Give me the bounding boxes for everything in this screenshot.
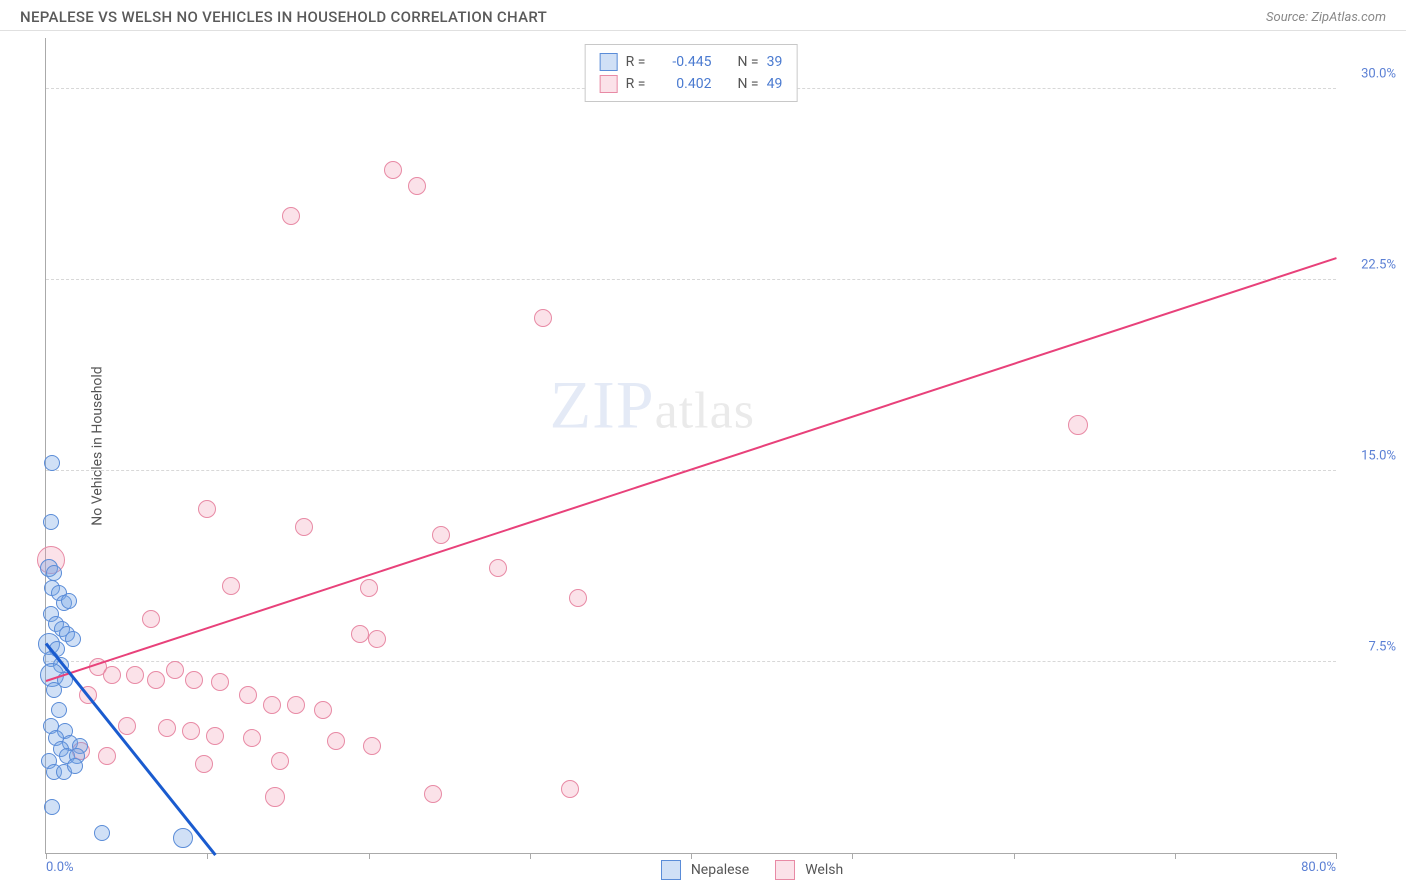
y-tick-label: 22.5% bbox=[1361, 257, 1396, 272]
legend-series-label: Welsh bbox=[805, 862, 843, 878]
data-point-welsh bbox=[1068, 415, 1088, 435]
data-point-welsh bbox=[282, 207, 300, 225]
x-tick bbox=[46, 853, 47, 859]
data-point-nepalese bbox=[94, 825, 110, 841]
data-point-welsh bbox=[534, 309, 552, 327]
data-point-welsh bbox=[182, 722, 200, 740]
data-point-welsh bbox=[561, 780, 579, 798]
data-point-welsh bbox=[384, 161, 402, 179]
data-point-nepalese bbox=[44, 799, 60, 815]
data-point-welsh bbox=[368, 630, 386, 648]
data-point-welsh bbox=[327, 732, 345, 750]
n-value: 49 bbox=[767, 73, 783, 95]
n-value: 39 bbox=[767, 51, 783, 73]
x-tick bbox=[207, 853, 208, 859]
data-point-welsh bbox=[198, 500, 216, 518]
data-point-nepalese bbox=[44, 455, 60, 471]
data-point-welsh bbox=[206, 727, 224, 745]
data-point-nepalese bbox=[43, 514, 59, 530]
data-point-welsh bbox=[118, 717, 136, 735]
x-tick bbox=[1336, 853, 1337, 859]
correlation-legend-row: R = 0.402 N = 49 bbox=[600, 73, 783, 95]
legend-swatch-icon bbox=[600, 75, 618, 93]
chart-title: NEPALESE VS WELSH NO VEHICLES IN HOUSEHO… bbox=[20, 8, 547, 26]
n-label: N = bbox=[737, 73, 758, 95]
data-point-welsh bbox=[142, 610, 160, 628]
legend-swatch-icon bbox=[661, 860, 681, 880]
data-point-welsh bbox=[271, 752, 289, 770]
data-point-welsh bbox=[158, 719, 176, 737]
data-point-welsh bbox=[222, 577, 240, 595]
y-tick-label: 15.0% bbox=[1361, 448, 1396, 463]
data-point-nepalese bbox=[46, 682, 62, 698]
x-tick bbox=[530, 853, 531, 859]
data-point-welsh bbox=[126, 666, 144, 684]
legend-swatch-icon bbox=[775, 860, 795, 880]
data-point-welsh bbox=[195, 755, 213, 773]
x-tick bbox=[369, 853, 370, 859]
data-point-welsh bbox=[239, 686, 257, 704]
series-legend: Nepalese Welsh bbox=[661, 860, 859, 880]
data-point-welsh bbox=[424, 785, 442, 803]
data-point-welsh bbox=[147, 671, 165, 689]
y-tick-label: 30.0% bbox=[1361, 66, 1396, 81]
data-point-welsh bbox=[569, 589, 587, 607]
data-point-nepalese bbox=[65, 631, 81, 647]
data-point-welsh bbox=[243, 729, 261, 747]
data-point-welsh bbox=[98, 747, 116, 765]
n-label: N = bbox=[737, 51, 758, 73]
r-label: R = bbox=[626, 51, 646, 73]
data-point-welsh bbox=[408, 177, 426, 195]
data-point-welsh bbox=[360, 579, 378, 597]
chart-source: Source: ZipAtlas.com bbox=[1266, 10, 1386, 25]
data-point-welsh bbox=[363, 737, 381, 755]
y-tick-label: 7.5% bbox=[1368, 639, 1396, 654]
data-point-welsh bbox=[263, 696, 281, 714]
data-point-welsh bbox=[295, 518, 313, 536]
data-point-welsh bbox=[166, 661, 184, 679]
r-label: R = bbox=[626, 73, 646, 95]
data-point-welsh bbox=[211, 673, 229, 691]
r-value: -0.445 bbox=[653, 51, 711, 73]
legend-series-label: Nepalese bbox=[691, 862, 749, 878]
plot-surface: 7.5%15.0%22.5%30.0%0.0%80.0% bbox=[46, 38, 1336, 853]
x-tick bbox=[691, 853, 692, 859]
x-tick bbox=[852, 853, 853, 859]
chart-plot-area: 7.5%15.0%22.5%30.0%0.0%80.0% ZIPatlas R … bbox=[45, 38, 1336, 854]
data-point-nepalese bbox=[51, 702, 67, 718]
data-point-welsh bbox=[103, 666, 121, 684]
x-label-left: 0.0% bbox=[46, 860, 74, 875]
data-point-nepalese bbox=[46, 565, 62, 581]
data-point-welsh bbox=[432, 526, 450, 544]
data-point-nepalese bbox=[67, 758, 83, 774]
data-point-nepalese bbox=[173, 828, 193, 848]
gridline bbox=[46, 661, 1336, 662]
correlation-legend-row: R = -0.445 N = 39 bbox=[600, 51, 783, 73]
x-label-right: 80.0% bbox=[1301, 860, 1336, 875]
chart-header: NEPALESE VS WELSH NO VEHICLES IN HOUSEHO… bbox=[0, 0, 1406, 31]
data-point-welsh bbox=[314, 701, 332, 719]
data-point-welsh bbox=[265, 787, 285, 807]
data-point-welsh bbox=[489, 559, 507, 577]
data-point-welsh bbox=[185, 671, 203, 689]
data-point-welsh bbox=[287, 696, 305, 714]
x-tick bbox=[1175, 853, 1176, 859]
legend-swatch-icon bbox=[600, 53, 618, 71]
x-tick bbox=[1014, 853, 1015, 859]
data-point-nepalese bbox=[61, 593, 77, 609]
gridline bbox=[46, 279, 1336, 280]
correlation-legend: R = -0.445 N = 39 R = 0.402 N = 49 bbox=[585, 44, 798, 102]
r-value: 0.402 bbox=[653, 73, 711, 95]
